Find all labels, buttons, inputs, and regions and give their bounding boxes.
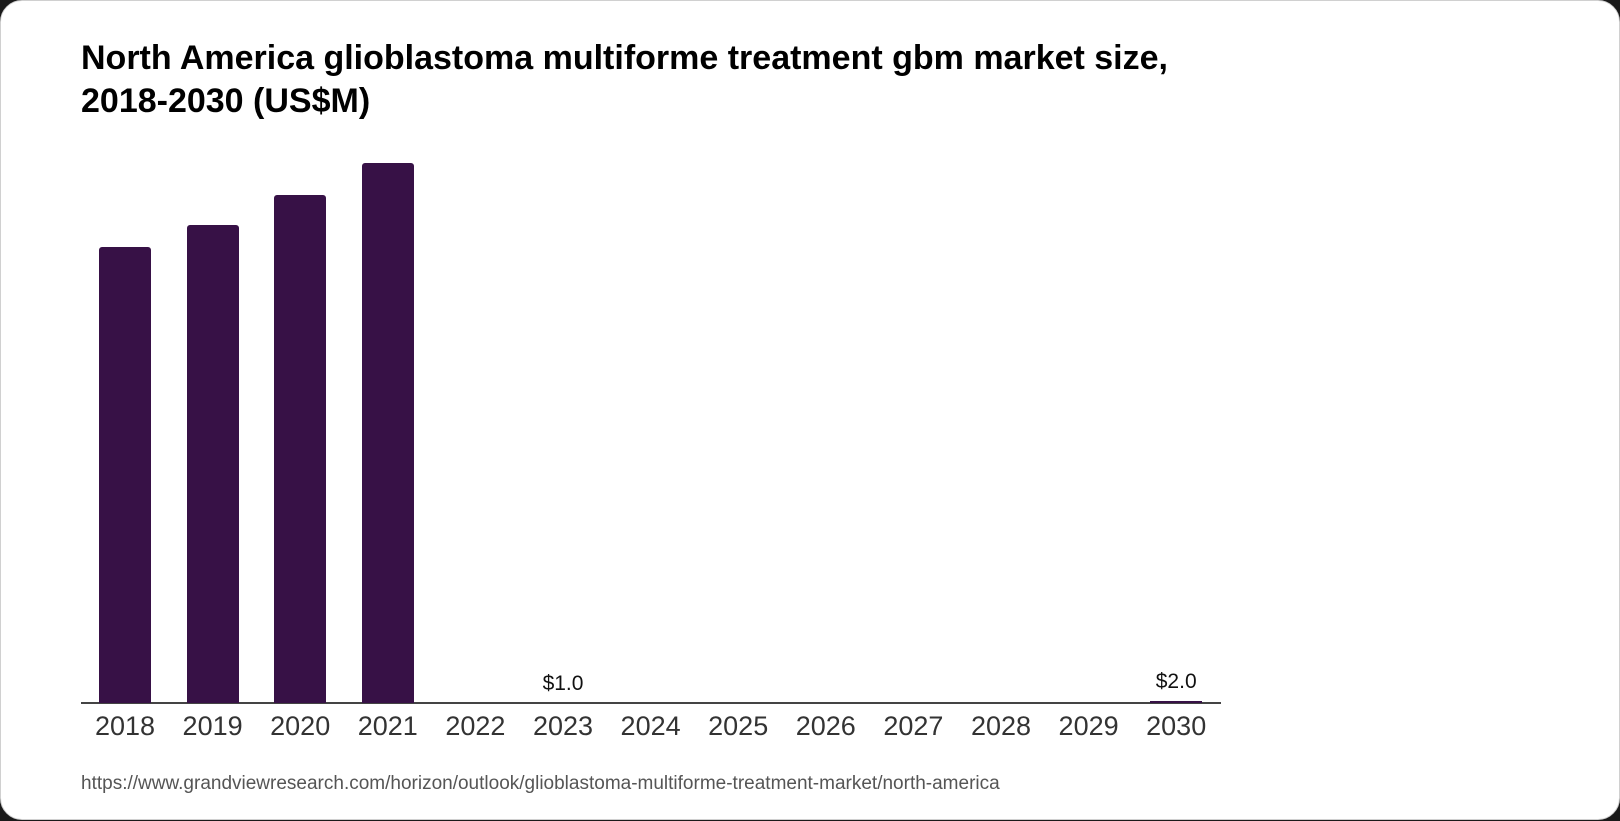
x-axis-line — [81, 702, 1221, 704]
x-tick-label: 2023 — [532, 711, 594, 741]
bar-2021 — [361, 163, 414, 703]
source-url: https://www.grandviewresearch.com/horizo… — [81, 773, 1000, 794]
bar-2018 — [99, 247, 151, 703]
bar-2030 — [1150, 701, 1203, 703]
x-tick-label: 2021 — [357, 711, 418, 741]
x-tick-label: 2028 — [970, 711, 1032, 741]
x-tick-label: 2022 — [445, 711, 506, 741]
bar-2019 — [186, 225, 239, 703]
x-tick-label: 2030 — [1146, 711, 1207, 741]
value-label-2023: $1.0 — [542, 672, 584, 695]
x-tick-label: 2018 — [94, 711, 156, 741]
bar-2020 — [274, 195, 327, 703]
x-tick-label: 2027 — [883, 711, 944, 741]
x-tick-label: 2025 — [708, 711, 769, 741]
chart-title: North America glioblastoma multiforme tr… — [81, 39, 1168, 120]
x-tick-label: 2019 — [182, 711, 243, 741]
x-tick-label: 2029 — [1058, 711, 1119, 741]
value-label-2030: $2.0 — [1155, 670, 1197, 693]
x-tick-label: 2026 — [795, 711, 856, 741]
x-tick-label: 2024 — [620, 711, 681, 741]
x-tick-label: 2020 — [270, 711, 331, 741]
